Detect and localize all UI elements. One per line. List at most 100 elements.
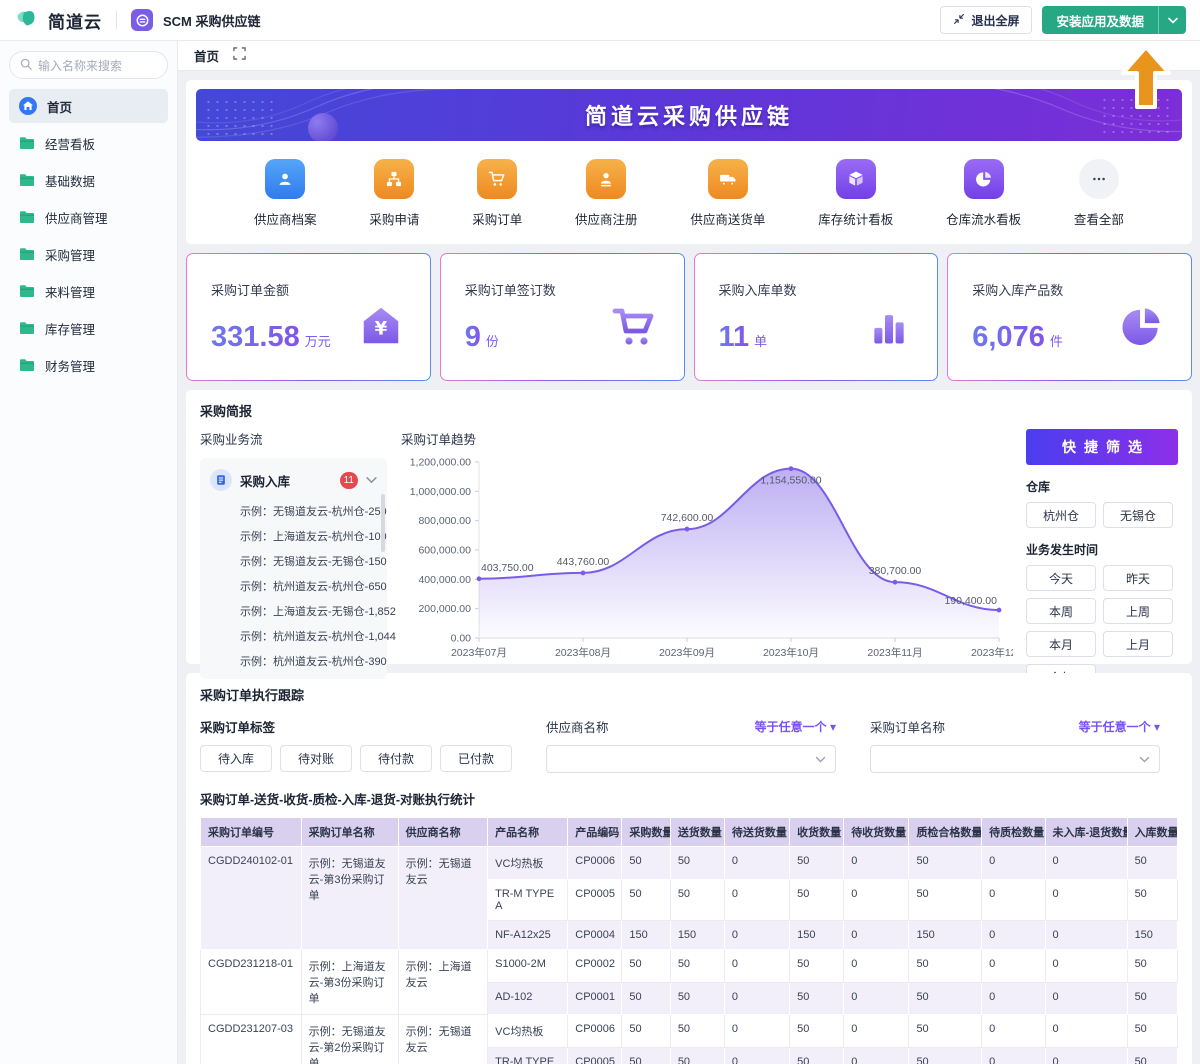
- cell-product-name: TR-M TYPE A: [488, 880, 568, 921]
- cell-supplier-name: 示例：无锡道友云: [398, 1015, 487, 1064]
- order-tag-button-1[interactable]: 待对账: [280, 745, 352, 772]
- trend-chart-title: 采购订单趋势: [401, 429, 1012, 448]
- supplier-select[interactable]: [546, 745, 836, 773]
- time-button-1[interactable]: 昨天: [1103, 565, 1173, 591]
- shortcut-0[interactable]: 供应商档案: [254, 159, 317, 228]
- kpi-title: 采购订单金额: [211, 280, 406, 299]
- cell-supplier-name: 示例：上海道友云: [398, 950, 487, 1015]
- cell-value: 50: [670, 1048, 724, 1064]
- sidebar-item-label: 财务管理: [45, 356, 95, 375]
- kpi-card-2: 采购入库单数11单: [694, 253, 939, 381]
- cell-value: 0: [844, 921, 909, 950]
- cell-value: 0: [1045, 982, 1127, 1015]
- inbound-flow-item[interactable]: 示例：上海道友云-无锡仓-1,852: [200, 598, 387, 623]
- cell-value: 50: [670, 982, 724, 1015]
- shortcut-4[interactable]: 供应商送货单: [690, 159, 765, 228]
- fullscreen-expand-icon[interactable]: [233, 47, 246, 65]
- time-button-0[interactable]: 今天: [1026, 565, 1096, 591]
- sidebar-item-2[interactable]: 基础数据: [9, 163, 168, 197]
- cell-value: 150: [670, 921, 724, 950]
- cell-value: 50: [1127, 982, 1177, 1015]
- cell-value: 0: [724, 982, 789, 1015]
- inbound-flow-item[interactable]: 示例：无锡道友云-无锡仓-150: [200, 548, 387, 573]
- list-scrollbar[interactable]: [381, 494, 385, 552]
- sidebar-search-input[interactable]: 输入名称来搜索: [9, 51, 168, 79]
- purchase-order-trend-chart: 1,200,000.001,000,000.00800,000.00600,00…: [401, 448, 1013, 664]
- shortcut-label: 供应商注册: [575, 209, 638, 228]
- execution-stats-table: 采购订单编号采购订单名称供应商名称产品名称产品编码采购数量送货数量待送货数量收货…: [200, 817, 1178, 1064]
- time-button-4[interactable]: 本月: [1026, 631, 1096, 657]
- inbound-flow-item[interactable]: 示例：无锡道友云-杭州仓-250: [200, 498, 387, 523]
- sidebar-item-4[interactable]: 采购管理: [9, 237, 168, 271]
- time-buttons: 今天昨天本周上周本月上月今年: [1026, 565, 1178, 690]
- shortcut-3[interactable]: 供应商注册: [575, 159, 638, 228]
- inbound-flow-header[interactable]: 采购入库11: [200, 462, 387, 498]
- order-tag-button-3[interactable]: 已付款: [440, 745, 512, 772]
- cell-value: 0: [724, 921, 789, 950]
- order-operator-dropdown[interactable]: 等于任意一个 ▾: [1079, 718, 1160, 735]
- kpi-unit: 单: [754, 334, 767, 349]
- inbound-flow-item[interactable]: 示例：上海道友云-杭州仓-100: [200, 523, 387, 548]
- cell-value: 0: [724, 847, 789, 880]
- inbound-flow-item[interactable]: 示例：杭州道友云-杭州仓-650: [200, 573, 387, 598]
- cell-value: 150: [790, 921, 844, 950]
- svg-text:200,000.00: 200,000.00: [418, 603, 471, 615]
- sidebar-item-label: 经营看板: [45, 134, 95, 153]
- inbound-flow-item[interactable]: 示例：杭州道友云-杭州仓-390: [200, 648, 387, 673]
- table-header-7: 待送货数量: [724, 818, 789, 847]
- table-header-9: 待收货数量: [844, 818, 909, 847]
- table-header-10: 质检合格数量: [909, 818, 982, 847]
- hero-panel: 简道云采购供应链 供应商档案 采购申请 采购订单供应商注册 供应商送货单库存统计看板仓…: [186, 80, 1192, 244]
- cell-order-name: 示例：上海道友云-第3份采购订单: [301, 950, 398, 1015]
- shortcut-6[interactable]: 仓库流水看板: [946, 159, 1021, 228]
- folder-icon: [19, 210, 35, 224]
- kpi-value: 9: [465, 321, 481, 354]
- order-tag-button-0[interactable]: 待入库: [200, 745, 272, 772]
- warehouse-buttons: 杭州仓无锡仓: [1026, 502, 1178, 528]
- order-tag-button-2[interactable]: 待付款: [360, 745, 432, 772]
- order-name-select[interactable]: [870, 745, 1160, 773]
- cell-value: 50: [1127, 1048, 1177, 1064]
- install-app-label: 安装应用及数据: [1042, 6, 1158, 34]
- sidebar-item-5[interactable]: 来料管理: [9, 274, 168, 308]
- cell-product-name: VC均热板: [488, 1015, 568, 1048]
- sidebar-item-label: 首页: [47, 97, 72, 116]
- time-button-5[interactable]: 上月: [1103, 631, 1173, 657]
- cell-value: 0: [1045, 847, 1127, 880]
- exit-fullscreen-button[interactable]: 退出全屏: [940, 6, 1032, 34]
- time-button-3[interactable]: 上周: [1103, 598, 1173, 624]
- kpi-card-3: 采购入库产品数6,076件: [947, 253, 1192, 381]
- folder-icon: [19, 358, 35, 372]
- shortcut-2[interactable]: 采购订单: [472, 159, 522, 228]
- kpi-unit: 万元: [305, 334, 331, 349]
- tab-home[interactable]: 首页: [194, 46, 219, 65]
- sidebar-item-3[interactable]: 供应商管理: [9, 200, 168, 234]
- warehouse-button-1[interactable]: 无锡仓: [1103, 502, 1173, 528]
- supplier-operator-dropdown[interactable]: 等于任意一个 ▾: [755, 718, 836, 735]
- shortcut-7[interactable]: 查看全部: [1074, 159, 1124, 228]
- cell-value: 0: [724, 1015, 789, 1048]
- shortcut-1[interactable]: 采购申请: [369, 159, 419, 228]
- shortcut-5[interactable]: 库存统计看板: [818, 159, 893, 228]
- time-button-2[interactable]: 本周: [1026, 598, 1096, 624]
- logo-text: 简道云: [48, 8, 102, 33]
- warehouse-button-0[interactable]: 杭州仓: [1026, 502, 1096, 528]
- sidebar-menu: 首页经营看板基础数据供应商管理采购管理来料管理库存管理财务管理: [9, 89, 168, 382]
- sidebar-item-7[interactable]: 财务管理: [9, 348, 168, 382]
- sidebar-item-label: 来料管理: [45, 282, 95, 301]
- table-header-3: 产品名称: [488, 818, 568, 847]
- cell-value: 50: [790, 950, 844, 983]
- install-chevron-down-icon[interactable]: [1158, 6, 1186, 34]
- install-app-button[interactable]: 安装应用及数据: [1042, 6, 1186, 34]
- cell-value: 0: [982, 950, 1045, 983]
- sidebar-item-1[interactable]: 经营看板: [9, 126, 168, 160]
- cell-product-code: CP0006: [568, 1015, 622, 1048]
- inbound-flow-item[interactable]: 示例：杭州道友云-杭州仓-1,044: [200, 623, 387, 648]
- cell-product-code: CP0001: [568, 982, 622, 1015]
- order-tag-buttons: 待入库待对账待付款已付款: [200, 745, 512, 772]
- sidebar-item-home[interactable]: 首页: [9, 89, 168, 123]
- banner-title: 简道云采购供应链: [585, 99, 793, 131]
- kpi-unit: 件: [1050, 334, 1063, 349]
- cell-product-name: NF-A12x25: [488, 921, 568, 950]
- sidebar-item-6[interactable]: 库存管理: [9, 311, 168, 345]
